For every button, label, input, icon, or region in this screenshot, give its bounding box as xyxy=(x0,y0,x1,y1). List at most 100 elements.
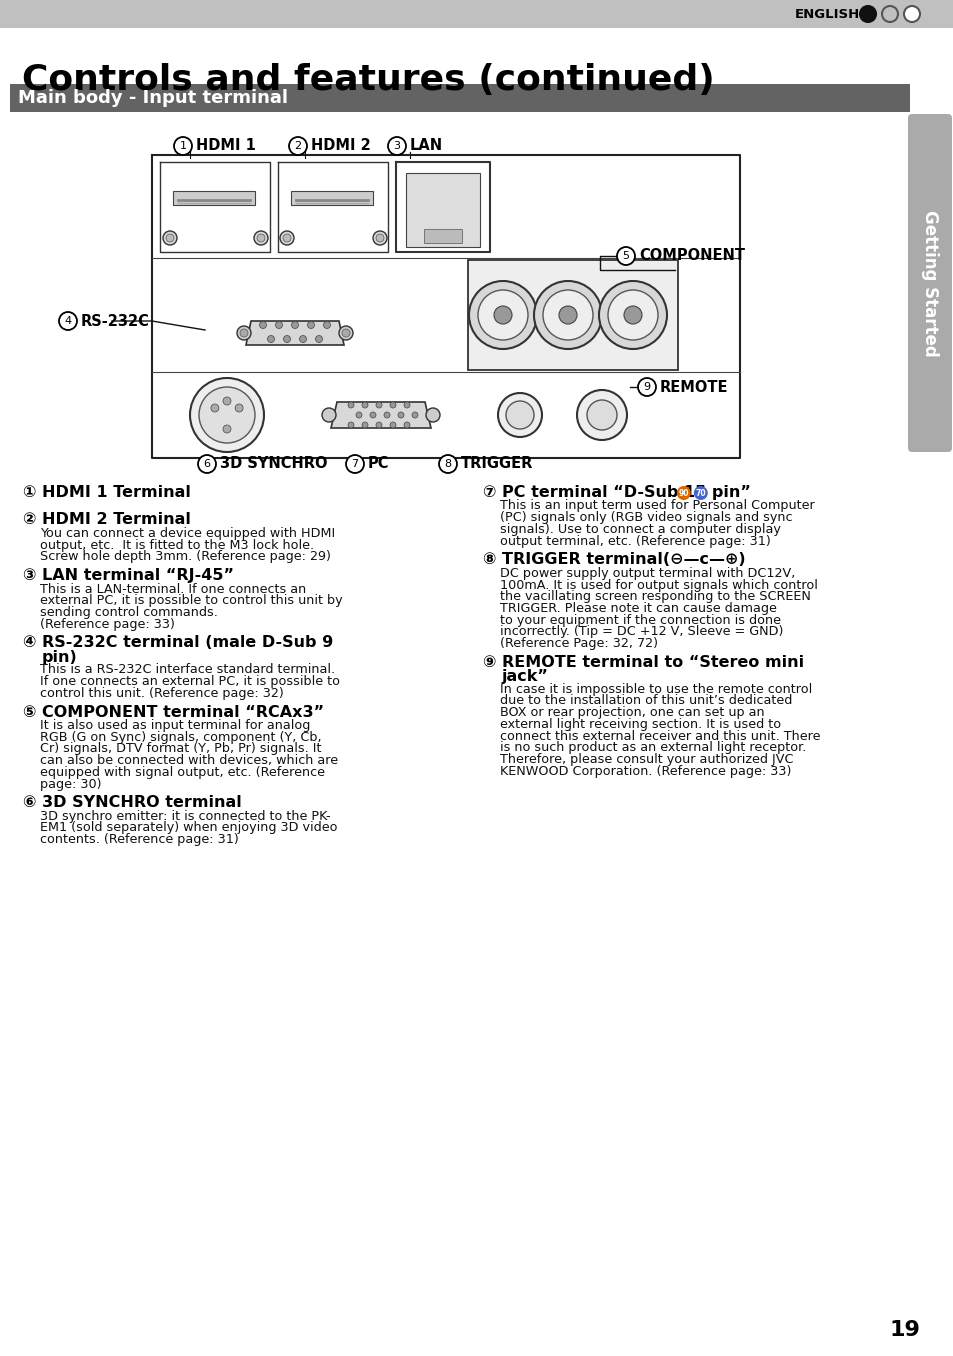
Text: 7: 7 xyxy=(351,458,358,469)
Circle shape xyxy=(534,281,601,348)
Circle shape xyxy=(375,422,381,428)
Text: This is a RS-232C interface standard terminal.: This is a RS-232C interface standard ter… xyxy=(40,663,335,677)
Text: HDMI 1: HDMI 1 xyxy=(195,138,255,153)
Circle shape xyxy=(173,137,192,155)
Circle shape xyxy=(438,456,456,473)
Circle shape xyxy=(223,424,231,433)
Circle shape xyxy=(299,335,306,343)
Text: HDMI 2: HDMI 2 xyxy=(311,138,371,153)
Text: to your equipment if the connection is done: to your equipment if the connection is d… xyxy=(499,614,781,626)
Text: COMPONENT: COMPONENT xyxy=(639,248,744,263)
Circle shape xyxy=(234,404,243,412)
Text: 3D SYNCHRO: 3D SYNCHRO xyxy=(220,457,327,472)
Circle shape xyxy=(558,306,577,324)
Circle shape xyxy=(348,422,354,428)
Circle shape xyxy=(307,321,314,328)
Circle shape xyxy=(59,312,77,330)
Text: equipped with signal output, etc. (Reference: equipped with signal output, etc. (Refer… xyxy=(40,766,325,778)
Circle shape xyxy=(903,5,919,22)
Circle shape xyxy=(676,485,690,500)
Circle shape xyxy=(373,231,387,245)
Text: BOX or rear projection, one can set up an: BOX or rear projection, one can set up a… xyxy=(499,706,763,719)
Circle shape xyxy=(283,335,291,343)
Text: page: 30): page: 30) xyxy=(40,777,101,791)
Circle shape xyxy=(341,330,350,338)
Circle shape xyxy=(403,401,410,408)
Text: Controls and features (continued): Controls and features (continued) xyxy=(22,62,714,98)
Text: the vacillating screen responding to the SCREEN: the vacillating screen responding to the… xyxy=(499,590,810,603)
Text: PC: PC xyxy=(368,457,389,472)
Text: It is also used as input terminal for analog: It is also used as input terminal for an… xyxy=(40,719,310,732)
Circle shape xyxy=(289,137,307,155)
Circle shape xyxy=(211,404,218,412)
Text: 100mA. It is used for output signals which control: 100mA. It is used for output signals whi… xyxy=(499,579,817,591)
Text: connect this external receiver and this unit. There: connect this external receiver and this … xyxy=(499,730,820,743)
Text: output terminal, etc. (Reference page: 31): output terminal, etc. (Reference page: 3… xyxy=(499,534,770,548)
Circle shape xyxy=(859,5,875,22)
Text: REMOTE terminal to “Stereo mini: REMOTE terminal to “Stereo mini xyxy=(501,655,803,670)
Text: 6: 6 xyxy=(203,458,211,469)
Text: ⑧: ⑧ xyxy=(481,552,495,567)
Text: EM1 (sold separately) when enjoying 3D video: EM1 (sold separately) when enjoying 3D v… xyxy=(40,822,337,834)
Text: can also be connected with devices, which are: can also be connected with devices, whic… xyxy=(40,754,337,767)
Text: RS-232C: RS-232C xyxy=(81,313,150,328)
Text: ⑦: ⑦ xyxy=(481,485,495,500)
Circle shape xyxy=(469,281,537,348)
Text: HDMI 1 Terminal: HDMI 1 Terminal xyxy=(42,485,191,500)
Circle shape xyxy=(223,397,231,405)
Text: HDMI 2 Terminal: HDMI 2 Terminal xyxy=(42,513,191,527)
Text: LAN: LAN xyxy=(410,138,442,153)
Text: output, etc.  It is fitted to the M3 lock hole.: output, etc. It is fitted to the M3 lock… xyxy=(40,538,314,552)
Circle shape xyxy=(390,422,395,428)
Text: external PC, it is possible to control this unit by: external PC, it is possible to control t… xyxy=(40,594,342,607)
Text: DC power supply output terminal with DC12V,: DC power supply output terminal with DC1… xyxy=(499,567,795,580)
Text: 3: 3 xyxy=(393,141,400,151)
Text: LAN terminal “RJ-45”: LAN terminal “RJ-45” xyxy=(42,568,233,583)
Circle shape xyxy=(598,281,666,348)
Text: Main body - Input terminal: Main body - Input terminal xyxy=(18,89,288,107)
Text: due to the installation of this unit’s dedicated: due to the installation of this unit’s d… xyxy=(499,694,792,708)
Text: 5: 5 xyxy=(622,251,629,260)
Text: 4: 4 xyxy=(65,316,71,325)
Text: 9: 9 xyxy=(642,382,650,392)
Text: 3D synchro emitter: it is connected to the PK-: 3D synchro emitter: it is connected to t… xyxy=(40,810,331,823)
Text: is no such product as an external light receptor.: is no such product as an external light … xyxy=(499,742,805,754)
Circle shape xyxy=(638,378,656,396)
Circle shape xyxy=(348,401,354,408)
Circle shape xyxy=(494,306,512,324)
Circle shape xyxy=(412,412,417,418)
Bar xyxy=(10,84,909,113)
Text: ⑥: ⑥ xyxy=(22,795,35,810)
Polygon shape xyxy=(331,401,431,428)
Text: external light receiving section. It is used to: external light receiving section. It is … xyxy=(499,717,781,731)
Bar xyxy=(406,174,479,247)
Text: ⑨: ⑨ xyxy=(481,655,495,670)
Text: RS-232C terminal (male D-Sub 9: RS-232C terminal (male D-Sub 9 xyxy=(42,636,333,651)
Circle shape xyxy=(607,290,658,340)
Circle shape xyxy=(315,335,322,343)
Text: Screw hole depth 3mm. (Reference page: 29): Screw hole depth 3mm. (Reference page: 2… xyxy=(40,551,331,563)
Text: KENWOOD Corporation. (Reference page: 33): KENWOOD Corporation. (Reference page: 33… xyxy=(499,765,791,777)
Circle shape xyxy=(166,235,173,241)
Circle shape xyxy=(199,386,254,443)
Circle shape xyxy=(390,401,395,408)
Circle shape xyxy=(497,393,541,437)
Text: (Reference page: 33): (Reference page: 33) xyxy=(40,618,174,631)
Text: ⑤: ⑤ xyxy=(22,705,35,720)
Text: RGB (G on Sync) signals, component (Y, Cb,: RGB (G on Sync) signals, component (Y, C… xyxy=(40,731,321,743)
Circle shape xyxy=(280,231,294,245)
Circle shape xyxy=(388,137,406,155)
Text: pin): pin) xyxy=(42,650,77,664)
Text: jack”: jack” xyxy=(501,670,548,685)
Text: COMPONENT terminal “RCAx3”: COMPONENT terminal “RCAx3” xyxy=(42,705,324,720)
Circle shape xyxy=(355,412,361,418)
Text: incorrectly. (Tip = DC +12 V, Sleeve = GND): incorrectly. (Tip = DC +12 V, Sleeve = G… xyxy=(499,625,782,639)
Bar xyxy=(468,260,678,370)
Text: ②: ② xyxy=(22,513,35,527)
Circle shape xyxy=(163,231,177,245)
Text: TRIGGER: TRIGGER xyxy=(460,457,533,472)
Circle shape xyxy=(275,321,282,328)
Circle shape xyxy=(882,5,897,22)
Text: 1: 1 xyxy=(179,141,186,151)
Circle shape xyxy=(505,401,534,428)
